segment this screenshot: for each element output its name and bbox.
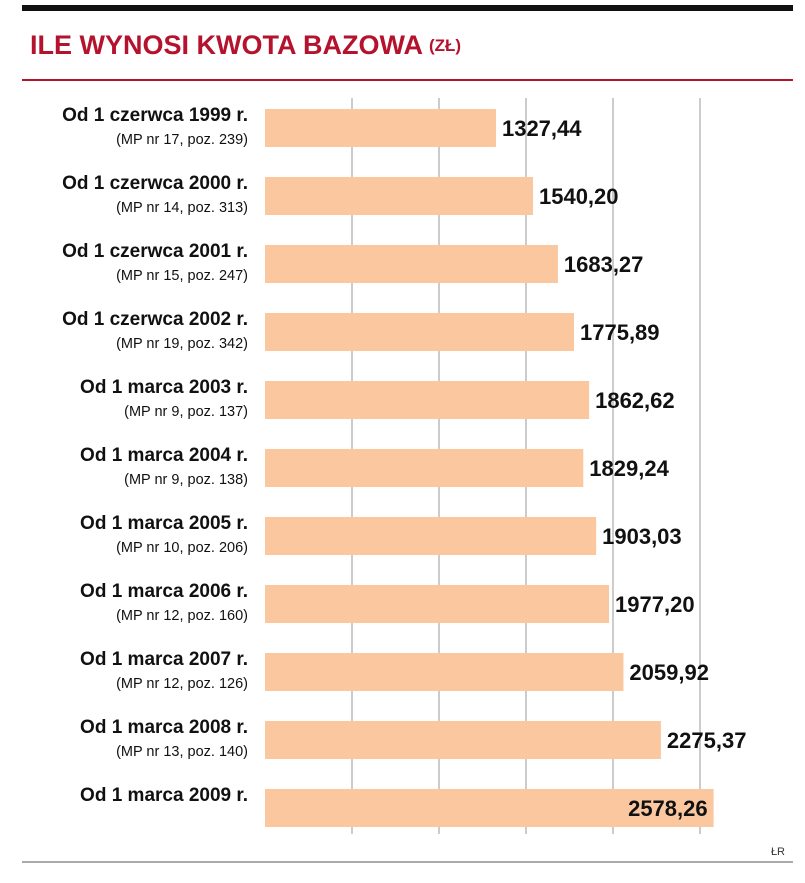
- category-label: Od 1 marca 2005 r.: [80, 513, 248, 534]
- source: ŁR: [771, 846, 785, 858]
- bar: [265, 517, 597, 555]
- bar: [265, 721, 661, 759]
- category-sublabel: (MP nr 13, poz. 140): [116, 744, 248, 760]
- category-label: Od 1 marca 2003 r.: [80, 377, 248, 398]
- category-label: Od 1 marca 2006 r.: [80, 581, 248, 602]
- category-sublabel: (MP nr 10, poz. 206): [116, 540, 248, 556]
- title-text: ILE WYNOSI KWOTA BAZOWA: [30, 30, 423, 60]
- bar: [265, 585, 610, 623]
- value-label: 1327,44: [502, 116, 582, 141]
- value-label: 1540,20: [539, 184, 619, 209]
- category-sublabel: (MP nr 15, poz. 247): [116, 268, 248, 284]
- bar: [265, 381, 590, 419]
- bar: [265, 177, 533, 215]
- value-label: 1977,20: [615, 592, 695, 617]
- category-label: Od 1 marca 2008 r.: [80, 717, 248, 738]
- category-sublabel: (MP nr 12, poz. 126): [116, 676, 248, 692]
- category-label: Od 1 czerwca 1999 r.: [62, 105, 248, 126]
- top-rule: [22, 5, 793, 11]
- category-sublabel: (MP nr 17, poz. 239): [116, 132, 248, 148]
- category-label: Od 1 czerwca 2000 r.: [62, 173, 248, 194]
- category-sublabel: (MP nr 12, poz. 160): [116, 608, 248, 624]
- value-label: 1903,03: [602, 524, 682, 549]
- category-label: Od 1 marca 2007 r.: [80, 649, 248, 670]
- category-sublabel: (MP nr 19, poz. 342): [116, 336, 248, 352]
- category-label: Od 1 marca 2004 r.: [80, 445, 248, 466]
- category-sublabel: (MP nr 9, poz. 137): [124, 404, 248, 420]
- category-label: Od 1 czerwca 2002 r.: [62, 309, 248, 330]
- bar: [265, 789, 714, 827]
- category-label: Od 1 czerwca 2001 r.: [62, 241, 248, 262]
- bar: [265, 449, 584, 487]
- category-sublabel: (MP nr 14, poz. 313): [116, 200, 248, 216]
- chart-title: ILE WYNOSI KWOTA BAZOWA (ZŁ): [30, 30, 461, 60]
- bar: [265, 245, 558, 283]
- value-label: 1862,62: [595, 388, 675, 413]
- title-unit: (ZŁ): [429, 36, 461, 55]
- bar: [265, 313, 575, 351]
- category-sublabel: (MP nr 9, poz. 138): [124, 472, 248, 488]
- bar: [265, 109, 496, 147]
- value-label: 1775,89: [580, 320, 660, 345]
- value-label: 1829,24: [589, 456, 669, 481]
- value-label: 2578,26: [628, 796, 708, 821]
- value-label: 1683,27: [564, 252, 644, 277]
- bar: [265, 653, 624, 691]
- category-label: Od 1 marca 2009 r.: [80, 785, 248, 806]
- title-rule: [22, 79, 793, 81]
- value-label: 2059,92: [629, 660, 709, 685]
- value-label: 2275,37: [667, 728, 747, 753]
